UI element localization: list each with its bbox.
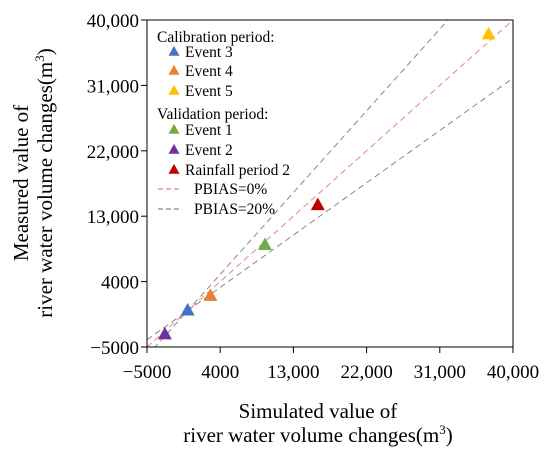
y-tick-label: 22,000 bbox=[87, 142, 139, 163]
legend-label: Event 5 bbox=[185, 83, 233, 100]
legend-marker bbox=[168, 45, 180, 56]
legend-label: PBIAS=0% bbox=[194, 181, 267, 198]
legend-heading-calibration: Calibration period: bbox=[157, 29, 275, 46]
x-axis-title-line2: river water volume changes(m3) bbox=[183, 422, 452, 447]
x-tick-labels: −5000 4000 13,000 22,000 31,000 40,000 bbox=[123, 362, 539, 383]
point-event-1 bbox=[257, 237, 272, 251]
y-axis-title-line2: river water volume changes(m3) bbox=[32, 48, 57, 317]
plot-area-frame bbox=[146, 19, 514, 348]
legend-marker bbox=[168, 64, 180, 75]
point-event-4 bbox=[203, 288, 218, 301]
legend-label: PBIAS=20% bbox=[194, 201, 275, 218]
legend-label: Rainfall period 2 bbox=[185, 162, 290, 179]
point-event-3 bbox=[180, 302, 195, 316]
y-tick-label: 13,000 bbox=[87, 207, 139, 228]
point-rainfall-period-2 bbox=[310, 197, 325, 211]
y-axis-title-line1: Measured value of bbox=[9, 105, 33, 261]
axis-ticks bbox=[141, 19, 514, 353]
x-tick-label: 4000 bbox=[201, 362, 239, 383]
y-tick-label: −5000 bbox=[90, 338, 139, 359]
legend-label: Event 3 bbox=[185, 44, 233, 61]
x-tick-label: 13,000 bbox=[267, 362, 319, 383]
point-event-2 bbox=[157, 326, 172, 340]
y-tick-label: 40,000 bbox=[87, 11, 139, 32]
legend-marker bbox=[168, 84, 180, 95]
y-tick-label: 31,000 bbox=[87, 76, 139, 97]
x-axis-title-line1: Simulated value of bbox=[239, 399, 398, 423]
data-points bbox=[157, 26, 496, 340]
legend-marker bbox=[168, 143, 180, 154]
x-tick-label: 40,000 bbox=[487, 362, 539, 383]
legend-marker bbox=[168, 123, 180, 134]
y-tick-labels: −5000 4000 13,000 22,000 31,000 40,000 bbox=[87, 11, 139, 359]
legend-marker bbox=[168, 163, 180, 174]
reference-line-0-0 bbox=[147, 20, 513, 347]
reference-line-1-0 bbox=[154, 20, 449, 347]
legend: Calibration period: Validation period: E… bbox=[157, 29, 290, 218]
legend-label: Event 1 bbox=[185, 122, 233, 139]
point-event-5 bbox=[481, 26, 496, 40]
x-tick-label: 22,000 bbox=[340, 362, 392, 383]
legend-label: Event 4 bbox=[185, 63, 233, 80]
legend-heading-validation: Validation period: bbox=[157, 106, 269, 123]
y-tick-label: 4000 bbox=[101, 273, 139, 294]
x-tick-label: −5000 bbox=[123, 362, 172, 383]
x-tick-label: 31,000 bbox=[414, 362, 466, 383]
legend-label: Event 2 bbox=[185, 142, 233, 159]
